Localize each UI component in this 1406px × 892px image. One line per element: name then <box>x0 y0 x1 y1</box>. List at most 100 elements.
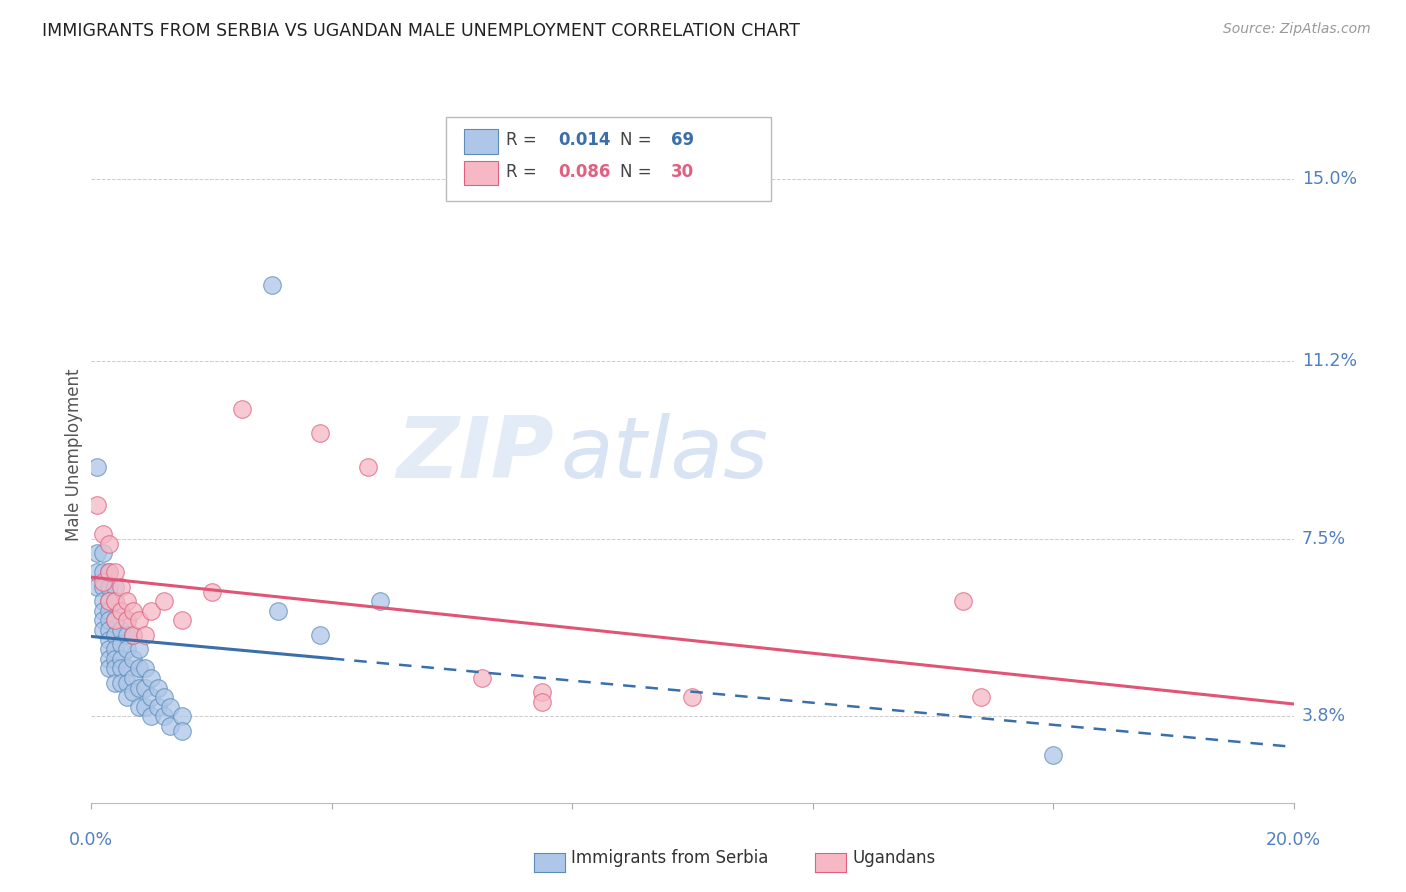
Point <box>146 681 169 695</box>
FancyBboxPatch shape <box>464 129 498 153</box>
Y-axis label: Male Unemployment: Male Unemployment <box>65 368 83 541</box>
Point <box>170 709 193 723</box>
Text: R =: R = <box>506 131 543 150</box>
Point <box>122 685 145 699</box>
Point <box>98 580 121 594</box>
Point <box>93 566 115 580</box>
Point <box>98 623 121 637</box>
Point <box>93 580 115 594</box>
Point <box>117 628 139 642</box>
Text: 30: 30 <box>671 162 695 181</box>
Point <box>970 690 993 705</box>
Point <box>117 661 139 675</box>
Text: N =: N = <box>620 131 657 150</box>
Point <box>110 637 132 651</box>
Point <box>104 614 127 628</box>
Text: 20.0%: 20.0% <box>1265 830 1322 848</box>
Point <box>110 661 132 675</box>
Point <box>231 402 253 417</box>
Point <box>531 695 554 709</box>
Point <box>93 614 115 628</box>
Point <box>531 685 554 699</box>
Point <box>110 604 132 618</box>
Point <box>201 584 224 599</box>
FancyBboxPatch shape <box>464 161 498 185</box>
Text: 0.086: 0.086 <box>558 162 610 181</box>
Text: R =: R = <box>506 162 543 181</box>
Point <box>104 676 127 690</box>
Point <box>117 614 139 628</box>
Point <box>98 566 121 580</box>
Point <box>159 699 181 714</box>
Point <box>357 459 380 474</box>
Text: atlas: atlas <box>560 413 768 497</box>
Point <box>86 498 108 512</box>
Point <box>86 459 108 474</box>
Point <box>98 594 121 608</box>
Point <box>128 661 150 675</box>
Point <box>308 628 330 642</box>
Point <box>152 709 174 723</box>
Point <box>134 661 156 675</box>
Text: IMMIGRANTS FROM SERBIA VS UGANDAN MALE UNEMPLOYMENT CORRELATION CHART: IMMIGRANTS FROM SERBIA VS UGANDAN MALE U… <box>42 22 800 40</box>
Text: Source: ZipAtlas.com: Source: ZipAtlas.com <box>1223 22 1371 37</box>
Point <box>134 699 156 714</box>
Point <box>117 690 139 705</box>
Text: Ugandans: Ugandans <box>852 849 935 867</box>
Point <box>110 652 132 666</box>
Point <box>104 661 127 675</box>
Point <box>104 652 127 666</box>
Point <box>104 566 127 580</box>
Text: N =: N = <box>620 162 657 181</box>
Point <box>93 546 115 560</box>
Point <box>141 604 163 618</box>
Text: 7.5%: 7.5% <box>1302 530 1346 548</box>
Text: 15.0%: 15.0% <box>1302 170 1357 188</box>
Point <box>159 719 181 733</box>
Point <box>170 723 193 738</box>
Point <box>117 614 139 628</box>
Point <box>110 580 132 594</box>
Point <box>128 614 150 628</box>
Point <box>122 628 145 642</box>
Point <box>117 594 139 608</box>
Text: 0.0%: 0.0% <box>69 830 114 848</box>
Point <box>134 628 156 642</box>
Text: 3.8%: 3.8% <box>1302 707 1346 725</box>
Point <box>146 699 169 714</box>
Point <box>98 652 121 666</box>
Point <box>104 614 127 628</box>
Point <box>86 546 108 560</box>
Point <box>104 628 127 642</box>
Point <box>110 604 132 618</box>
Point <box>110 623 132 637</box>
Point <box>104 594 127 608</box>
Point <box>93 575 115 590</box>
Point <box>128 642 150 657</box>
Point <box>93 527 115 541</box>
Point <box>681 690 703 705</box>
Point <box>128 699 150 714</box>
Point <box>1042 747 1064 762</box>
Point <box>152 690 174 705</box>
Point <box>104 642 127 657</box>
Point <box>152 594 174 608</box>
Point <box>141 709 163 723</box>
Point <box>98 642 121 657</box>
Point <box>170 614 193 628</box>
Point <box>134 681 156 695</box>
Text: ZIP: ZIP <box>396 413 554 497</box>
Point <box>368 594 391 608</box>
Point <box>122 652 145 666</box>
Point <box>98 604 121 618</box>
Point <box>117 676 139 690</box>
Point <box>141 690 163 705</box>
Point <box>122 604 145 618</box>
Point <box>86 580 108 594</box>
Text: Immigrants from Serbia: Immigrants from Serbia <box>571 849 768 867</box>
Text: 69: 69 <box>671 131 695 150</box>
Point <box>110 676 132 690</box>
Point <box>104 594 127 608</box>
Point <box>104 580 127 594</box>
Point <box>141 671 163 685</box>
